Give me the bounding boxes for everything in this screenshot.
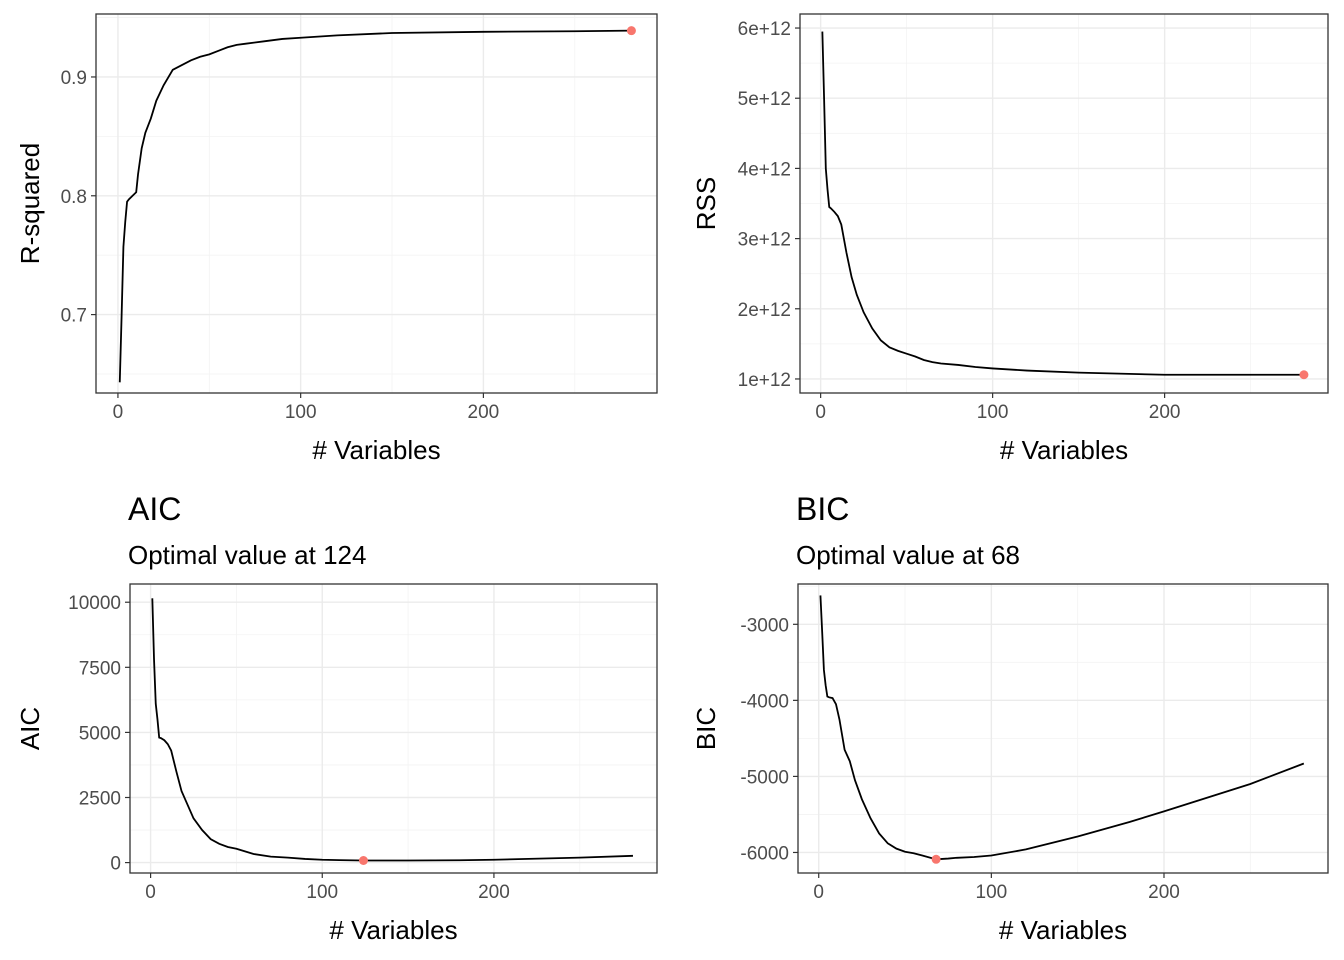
bic-panel: 0 100 200 -6000 -5000 -4000 -3000 # Variables BI… <box>691 491 1329 945</box>
rss-y-axis-title: RSS <box>691 177 721 230</box>
aic-x-tick-label: 0 <box>145 882 156 903</box>
aic-y-axis-title: AIC <box>15 707 45 750</box>
rss-y-tick-label: 2e+12 <box>738 300 791 321</box>
rss-x-axis-title: # Variables <box>1000 435 1128 465</box>
rsq-y-tick-label: 0.7 <box>61 306 87 327</box>
bic-y-tick-label: -5000 <box>740 767 789 788</box>
rss-y-tick-label: 3e+12 <box>738 230 791 251</box>
bic-y-tick-label: -3000 <box>740 615 789 636</box>
rsq-panel: 0 100 200 0.7 0.8 0.9 # Variables R-squared <box>15 13 658 465</box>
rss-y-tick-label: 4e+12 <box>738 159 791 180</box>
bic-x-tick-label: 100 <box>976 882 1008 903</box>
rss-y-tick-label: 6e+12 <box>738 19 791 40</box>
aic-x-axis-title: # Variables <box>329 915 457 945</box>
rss-y-tick-label: 1e+12 <box>738 370 791 391</box>
aic-y-tick-label: 7500 <box>79 658 121 679</box>
aic-plot-title: AIC <box>128 491 181 527</box>
rsq-x-tick-label: 0 <box>113 402 124 423</box>
bic-y-axis-title: BIC <box>691 707 721 750</box>
rsq-y-tick-label: 0.8 <box>61 187 87 208</box>
rsq-panel-border <box>95 13 658 394</box>
rss-series-line-0 <box>821 31 1304 376</box>
rsq-x-tick-label: 100 <box>285 402 317 423</box>
aic-x-tick-label: 100 <box>306 882 338 903</box>
aic-x-tick-label: 200 <box>478 882 510 903</box>
rsq-optimal-point <box>626 26 636 36</box>
rss-y-tick-label: 5e+12 <box>738 89 791 110</box>
bic-x-tick-label: 0 <box>813 882 824 903</box>
bic-y-tick-label: -4000 <box>740 691 789 712</box>
bic-optimal-point <box>931 854 941 864</box>
rsq-y-tick-label: 0.9 <box>61 68 87 89</box>
rss-x-tick-label: 0 <box>815 402 826 423</box>
aic-plot-subtitle: Optimal value at 124 <box>128 540 366 570</box>
rsq-y-axis-title: R-squared <box>15 143 45 264</box>
aic-panel-border <box>129 583 658 874</box>
rss-x-tick-label: 200 <box>1149 402 1181 423</box>
aic-panel-background <box>130 584 657 873</box>
bic-series-line-0 <box>819 595 1305 861</box>
rss-panel-border <box>799 13 1329 394</box>
bic-plot-subtitle: Optimal value at 68 <box>796 540 1020 570</box>
aic-y-tick-label: 0 <box>110 854 121 875</box>
bic-plot-title: BIC <box>796 491 849 527</box>
rsq-series-line-0 <box>118 29 632 383</box>
bic-y-tick-label: -6000 <box>740 843 789 864</box>
aic-y-tick-label: 10000 <box>68 593 121 614</box>
bic-x-axis-title: # Variables <box>999 915 1127 945</box>
bic-x-tick-label: 200 <box>1148 882 1180 903</box>
aic-y-tick-label: 2500 <box>79 788 121 809</box>
bic-panel-border <box>797 583 1329 874</box>
rsq-x-axis-title: # Variables <box>312 435 440 465</box>
aic-optimal-point <box>358 856 368 866</box>
aic-y-tick-label: 5000 <box>79 723 121 744</box>
rss-panel: 0 100 200 1e+12 2e+12 3e+12 4e+12 5e+12 6e+12 # V… <box>691 13 1329 465</box>
bic-panel-background <box>798 584 1328 873</box>
rss-optimal-point <box>1299 370 1309 380</box>
rss-x-tick-label: 100 <box>977 402 1009 423</box>
rsq-x-tick-label: 200 <box>468 402 500 423</box>
rsq-panel-background <box>96 14 657 393</box>
aic-panel: 0 100 200 0 2500 5000 7500 10000 # Variables AIC A… <box>15 491 658 945</box>
